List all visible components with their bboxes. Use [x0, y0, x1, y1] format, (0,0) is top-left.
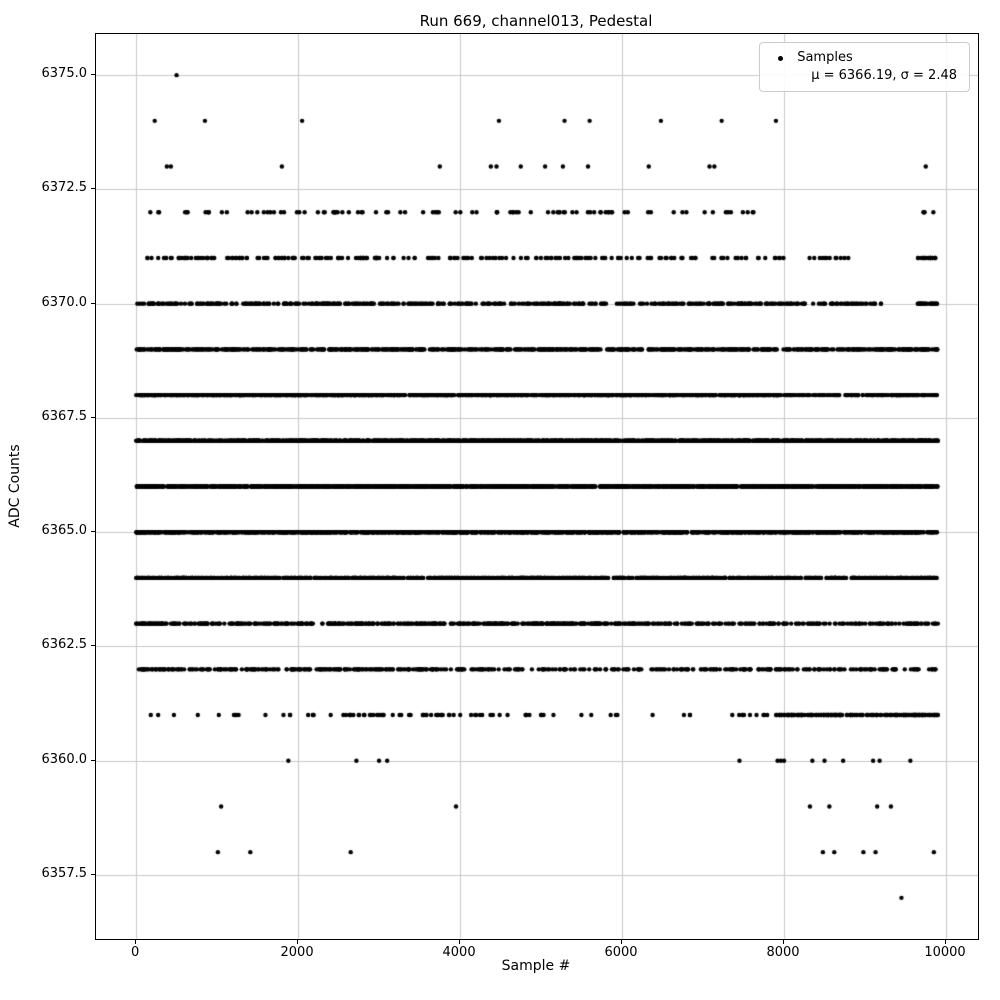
y-tick-label: 6360.0 — [41, 751, 88, 767]
y-tick-mark — [91, 188, 95, 190]
y-tick-mark — [91, 416, 95, 418]
y-tick-label: 6365.0 — [41, 523, 88, 539]
y-tick-label: 6367.5 — [41, 408, 88, 424]
chart-title: Run 669, channel013, Pedestal — [419, 12, 653, 30]
y-tick-label: 6375.0 — [41, 66, 88, 82]
x-tick-mark — [135, 940, 137, 944]
y-tick-label: 6362.5 — [41, 637, 88, 653]
legend: Samples μ = 6366.19, σ = 2.48 — [759, 42, 970, 92]
x-tick-label: 8000 — [766, 945, 800, 960]
y-tick-mark — [91, 302, 95, 304]
legend-label-samples: Samples — [797, 50, 853, 65]
y-tick-mark — [91, 531, 95, 533]
x-tick-mark — [783, 940, 785, 944]
x-tick-label: 2000 — [280, 945, 314, 960]
y-tick-mark — [91, 645, 95, 647]
y-tick-mark — [91, 74, 95, 76]
chart-canvas — [96, 34, 978, 939]
x-tick-mark — [297, 940, 299, 944]
y-tick-mark — [91, 874, 95, 875]
legend-label-stats: μ = 6366.19, σ = 2.48 — [811, 68, 957, 83]
x-tick-mark — [459, 940, 461, 944]
x-axis-label: Sample # — [501, 958, 571, 974]
y-tick-label: 6357.5 — [41, 866, 88, 881]
plot-area: Samples μ = 6366.19, σ = 2.48 — [95, 33, 979, 940]
y-tick-mark — [91, 759, 95, 761]
x-tick-label: 0 — [130, 945, 140, 960]
x-tick-label: 10000 — [924, 945, 966, 960]
x-tick-mark — [621, 940, 623, 944]
x-tick-mark — [945, 940, 946, 944]
legend-row-samples: Samples — [770, 49, 957, 67]
x-tick-label: 4000 — [442, 945, 476, 960]
y-tick-label: 6370.0 — [41, 294, 88, 310]
y-tick-label: 6372.5 — [41, 180, 88, 196]
x-tick-label: 6000 — [604, 945, 638, 960]
dot-marker-icon — [778, 55, 784, 61]
